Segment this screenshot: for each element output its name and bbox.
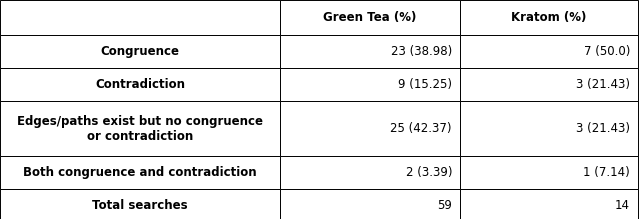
Bar [460, 189, 638, 219]
Bar [280, 189, 460, 219]
Bar [280, 0, 460, 35]
Bar [0, 189, 280, 219]
Text: Congruence: Congruence [100, 45, 179, 58]
Text: Edges/paths exist but no congruence
or contradiction: Edges/paths exist but no congruence or c… [17, 115, 263, 143]
Text: Kratom (%): Kratom (%) [511, 11, 587, 24]
Text: Contradiction: Contradiction [95, 78, 185, 91]
Text: 3 (21.43): 3 (21.43) [576, 78, 630, 91]
Bar [280, 68, 460, 101]
Text: 2 (3.39): 2 (3.39) [406, 166, 452, 179]
Bar [280, 156, 460, 189]
Bar [460, 101, 638, 156]
Bar [460, 35, 638, 68]
Text: 14: 14 [615, 199, 630, 212]
Text: 9 (15.25): 9 (15.25) [398, 78, 452, 91]
Text: 1 (7.14): 1 (7.14) [583, 166, 630, 179]
Bar [460, 0, 638, 35]
Text: Green Tea (%): Green Tea (%) [323, 11, 417, 24]
Bar [0, 156, 280, 189]
Bar [460, 156, 638, 189]
Bar [280, 35, 460, 68]
Bar [0, 101, 280, 156]
Bar [0, 68, 280, 101]
Text: 3 (21.43): 3 (21.43) [576, 122, 630, 135]
Bar [460, 68, 638, 101]
Text: 59: 59 [437, 199, 452, 212]
Bar [280, 101, 460, 156]
Text: Total searches: Total searches [92, 199, 188, 212]
Text: 23 (38.98): 23 (38.98) [391, 45, 452, 58]
Bar [0, 35, 280, 68]
Text: Both congruence and contradiction: Both congruence and contradiction [23, 166, 257, 179]
Bar [0, 0, 280, 35]
Text: 7 (50.0): 7 (50.0) [584, 45, 630, 58]
Text: 25 (42.37): 25 (42.37) [390, 122, 452, 135]
